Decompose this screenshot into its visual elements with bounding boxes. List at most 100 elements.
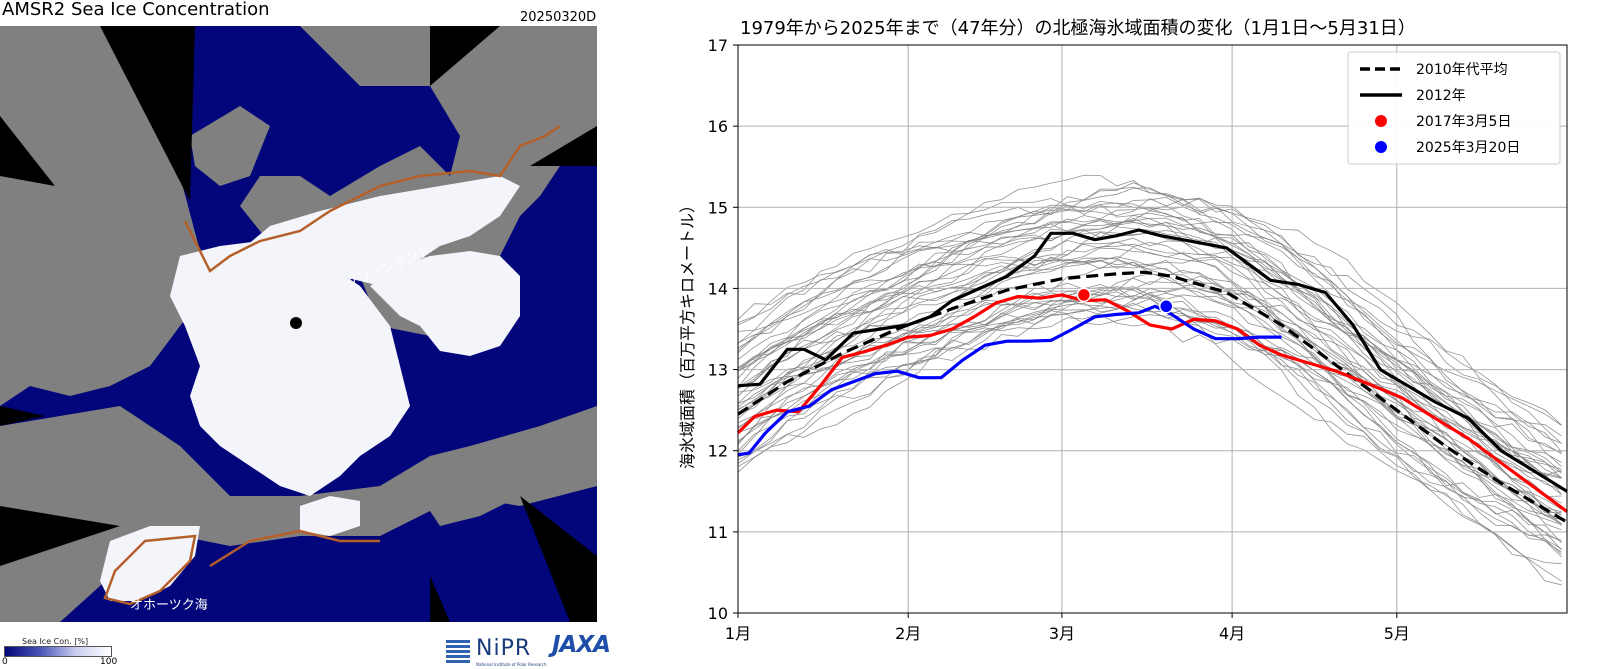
background-year-line-5 [737,206,1562,453]
nipr-subtitle: National Institute of Polar Research [476,662,547,667]
background-year-line-28 [737,257,1562,513]
background-year-line-12 [737,210,1562,479]
ice-edge-bering [209,529,380,568]
background-year-line-13 [737,217,1562,490]
background-year-line-40 [737,291,1562,541]
ytick-label-11: 11 [708,523,728,542]
ice-greenland-east [200,176,520,296]
colorbar [4,646,112,657]
background-year-line-23 [737,241,1562,510]
xtick-label-2: 3月 [1049,624,1075,643]
background-year-line-30 [737,264,1562,516]
ytick-label-14: 14 [708,279,728,298]
marker-0 [1076,287,1092,303]
wedge-5 [0,406,45,426]
jaxa-logo: JAXA [552,632,611,658]
label-okhotsk: オホーツク海 [130,598,208,613]
sea-ice [100,176,520,601]
xtick-label-0: 1月 [725,624,751,643]
wedge-3 [430,26,500,86]
ytick-label-12: 12 [708,442,728,461]
ice-edge-okhotsk [103,534,197,606]
series-line-3 [737,304,1282,457]
background-year-line-34 [737,274,1562,543]
wedge-6 [0,506,120,566]
background-year-line-7 [737,198,1562,455]
marker-1 [1158,299,1174,314]
xtick-label-3: 4月 [1219,624,1245,643]
series-line-2 [736,293,1568,513]
xtick-label-4: 5月 [1384,624,1410,643]
wedge-2 [0,116,55,186]
land-scandinavia [190,106,270,186]
x-ticks: 1月 2月 3月 4月 5月 [725,613,1410,643]
background-year-line-3 [737,182,1562,444]
legend-label-2025: 2025年3月20日 [1416,140,1520,156]
legend-label-2010s: 2010年代平均 [1416,62,1508,78]
series-line-1 [737,228,1568,493]
background-year-line-17 [737,237,1562,478]
colorbar-min: 0 [2,657,8,667]
background-year-line-21 [737,243,1562,495]
legend-marker-2017 [1375,115,1387,127]
wedge-1 [100,26,195,201]
wedge-4 [530,126,597,166]
ytick-label-13: 13 [708,361,728,380]
land-kamchatka [420,456,540,526]
background-year-line-20 [737,240,1562,495]
nipr-text: NiPR [476,636,532,661]
wedge-7 [520,496,597,622]
background-year-line-0 [737,187,1562,426]
legend-marker-2025 [1375,141,1387,153]
coast-outline [103,124,561,606]
background-year-line-9 [737,218,1562,454]
background-year-line-8 [737,186,1562,473]
ytick-label-17: 17 [708,36,728,55]
series-lines [736,228,1568,524]
map-title: AMSR2 Sea Ice Concentration [2,0,270,20]
ice-arctic-basin [170,241,410,496]
background-year-line-26 [737,256,1562,526]
map-panel: AMSR2 Sea Ice Concentration 20250320D [0,0,620,669]
sea-ice-extent-chart: 1979年から2025年まで（47年分）の北極海氷域面積の変化（1月1日〜5月3… [678,18,1568,643]
colorbar-max: 100 [100,657,118,667]
ytick-label-10: 10 [708,604,728,623]
sea-ice-map: グリーンランド オホーツク海 [0,26,597,622]
background-year-line-35 [737,286,1562,525]
background-year-line-19 [737,222,1562,498]
y-ticks: 10 11 12 13 14 15 16 17 [708,36,738,623]
markers [1076,287,1174,314]
background-year-line-39 [737,300,1562,544]
series-line-0 [737,270,1568,524]
nipr-logo: NiPR National Institute of Polar Researc… [446,636,547,668]
map-date: 20250320D [520,10,597,25]
ice-edge-atlantic [183,124,561,273]
background-year-line-32 [737,282,1562,525]
nipr-mark-icon [446,640,470,664]
wedge-8 [430,576,450,622]
background-year-line-46 [737,308,1562,586]
background-year-line-11 [737,212,1562,463]
land-north-america [240,26,597,336]
land-siberia [0,406,597,622]
chart-title: 1979年から2025年まで（47年分）の北極海氷域面積の変化（1月1日〜5月3… [740,18,1416,39]
legend-box [1347,51,1561,165]
legend: 2010年代平均 2012年 2017年3月5日 2025年3月20日 [1347,51,1561,165]
background-year-line-42 [737,306,1562,558]
y-axis-label: 海氷域面積（百万平方キロメートル） [678,197,697,469]
colorbar-label: Sea Ice Con. [%] [22,637,89,646]
ytick-label-16: 16 [708,117,728,136]
background-year-line-25 [737,246,1562,521]
background-year-line-44 [737,298,1562,582]
background-year-line-2 [737,198,1562,444]
legend-label-2017: 2017年3月5日 [1416,114,1511,130]
background-year-line-38 [737,287,1562,553]
plot-frame [737,44,1568,614]
ytick-label-15: 15 [708,198,728,217]
background-year-line-1 [737,174,1562,437]
ice-bering [300,496,360,536]
ice-baffin [370,251,520,356]
legend-label-2012: 2012年 [1416,88,1466,104]
ice-okhotsk [100,526,200,601]
no-data-wedges [0,26,597,622]
